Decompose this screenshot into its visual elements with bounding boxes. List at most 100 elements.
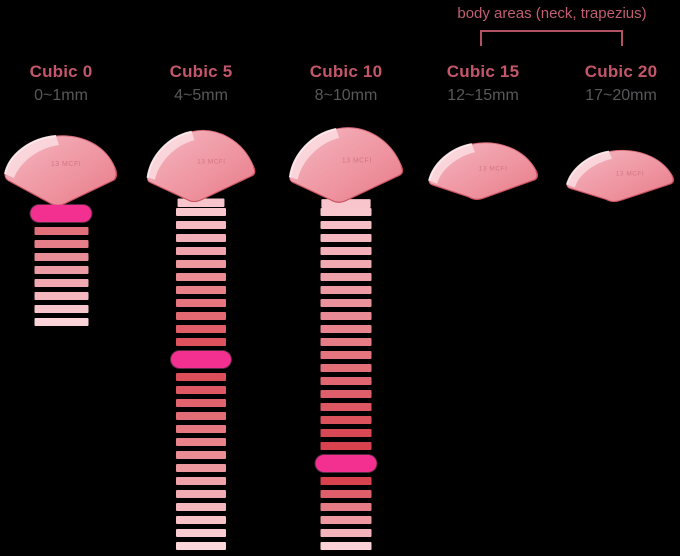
depth-stripe	[320, 516, 372, 524]
depth-stripe	[34, 240, 88, 248]
cartridge-facet	[429, 144, 475, 184]
depth-stripe	[320, 221, 372, 229]
cartridge-facet	[289, 128, 340, 180]
cartridge-right-edge	[251, 166, 256, 177]
depth-stripe	[320, 208, 372, 216]
depth-stripe	[320, 442, 372, 450]
depth-stripe	[176, 425, 226, 433]
column-cubic-20: Cubic 20 17~20mm 13 MCFI	[560, 0, 680, 556]
depth-stripe	[320, 490, 372, 498]
column-depth-label: 0~1mm	[34, 87, 88, 104]
cartridge-face	[146, 130, 256, 203]
column-depth-label: 17~20mm	[585, 87, 657, 104]
depth-stripe	[34, 305, 88, 313]
cartridge-facet	[567, 151, 612, 188]
depth-stripe	[320, 503, 372, 511]
cartridge-right-edge	[113, 167, 118, 181]
cartridge-top-edge	[428, 143, 472, 181]
cartridge-fan-icon: 13 MCFI	[4, 135, 118, 206]
depth-stripe	[320, 325, 372, 333]
depth-stripe	[176, 542, 226, 550]
depth-stripe	[320, 403, 372, 411]
cartridge-right-edge	[398, 165, 404, 177]
cartridge-right-edge	[670, 175, 675, 185]
column-cubic-5: Cubic 5 4~5mm 13 MCFI	[140, 0, 262, 556]
depth-stripe	[320, 390, 372, 398]
column-depth-label: 8~10mm	[314, 87, 378, 104]
column-cubic-15: Cubic 15 12~15mm 13 MCFI	[422, 0, 544, 556]
depth-stripe	[320, 477, 372, 485]
cartridge-bottom-edge	[150, 175, 252, 203]
column-title: Cubic 0	[29, 62, 93, 81]
cartridge-face	[289, 127, 403, 203]
depth-stripe	[176, 273, 226, 281]
depth-stripe	[176, 325, 226, 333]
depth-stripe	[176, 260, 226, 268]
depth-stripe	[176, 490, 226, 498]
depth-stripe	[176, 221, 226, 229]
embossed-label: 13 MCFI	[616, 171, 644, 178]
depth-stripe	[320, 286, 372, 294]
cartridge-facet	[5, 136, 59, 178]
cartridge-facet	[147, 131, 195, 180]
depth-stripe	[34, 279, 88, 287]
depth-ladder	[171, 208, 231, 550]
depth-stripe	[34, 318, 88, 326]
embossed-label: 13 MCFI	[51, 161, 81, 168]
depth-stripe	[176, 477, 226, 485]
depth-stripe	[320, 542, 372, 550]
cartridge-dome-icon: 13 MCFI	[288, 127, 404, 208]
embossed-label: 13 MCFI	[479, 166, 508, 173]
column-cubic-10: Cubic 10 8~10mm 13 MCFI	[285, 0, 407, 556]
depth-stripe	[34, 292, 88, 300]
depth-stripe	[176, 386, 226, 394]
cartridge-bottom-edge	[569, 183, 672, 203]
depth-stripe	[320, 364, 372, 372]
depth-stripe	[176, 338, 226, 346]
focal-depth-band	[171, 351, 231, 368]
depth-stripe	[176, 286, 226, 294]
depth-stripe	[176, 208, 226, 216]
depth-stripe	[176, 529, 226, 537]
depth-stripe	[320, 273, 372, 281]
depth-stripe	[320, 416, 372, 424]
cartridge-dome-icon: 13 MCFI	[146, 130, 256, 207]
cartridge-bottom-edge	[431, 179, 536, 200]
depth-stripe	[34, 253, 88, 261]
body-areas-bracket	[480, 30, 623, 46]
depth-stripe	[176, 312, 226, 320]
column-title: Cubic 15	[446, 62, 520, 81]
depth-stripe	[176, 412, 226, 420]
depth-stripe	[320, 312, 372, 320]
depth-stripe	[320, 299, 372, 307]
column-title: Cubic 10	[309, 62, 383, 81]
depth-stripe	[176, 516, 226, 524]
depth-stripe	[320, 377, 372, 385]
cartridge-right-edge	[534, 170, 539, 181]
cartridge-top-edge	[4, 135, 57, 175]
depth-stripe	[320, 529, 372, 537]
column-title: Cubic 5	[169, 62, 233, 81]
body-areas-label: body areas (neck, trapezius)	[457, 5, 647, 22]
depth-stripe	[176, 399, 226, 407]
embossed-label: 13 MCFI	[342, 158, 372, 165]
depth-stripe	[320, 351, 372, 359]
depth-stripe	[176, 234, 226, 242]
depth-stripe	[176, 464, 226, 472]
depth-stripe	[176, 503, 226, 511]
depth-stripe	[176, 299, 226, 307]
cartridge-top-edge	[566, 150, 610, 185]
cartridge-top-edge	[288, 127, 337, 178]
cartridge-flat-icon: 13 MCFI	[566, 149, 675, 203]
cartridge-bottom-edge	[292, 174, 400, 203]
column-depth-label: 4~5mm	[174, 87, 228, 104]
depth-stripe	[34, 227, 88, 235]
depth-stripe	[320, 429, 372, 437]
depth-stripe	[320, 247, 372, 255]
depth-ladder	[30, 205, 92, 326]
depth-stripe	[34, 266, 88, 274]
depth-stripe	[320, 338, 372, 346]
cartridge-top-edge	[146, 130, 192, 178]
focal-depth-band	[30, 205, 92, 222]
